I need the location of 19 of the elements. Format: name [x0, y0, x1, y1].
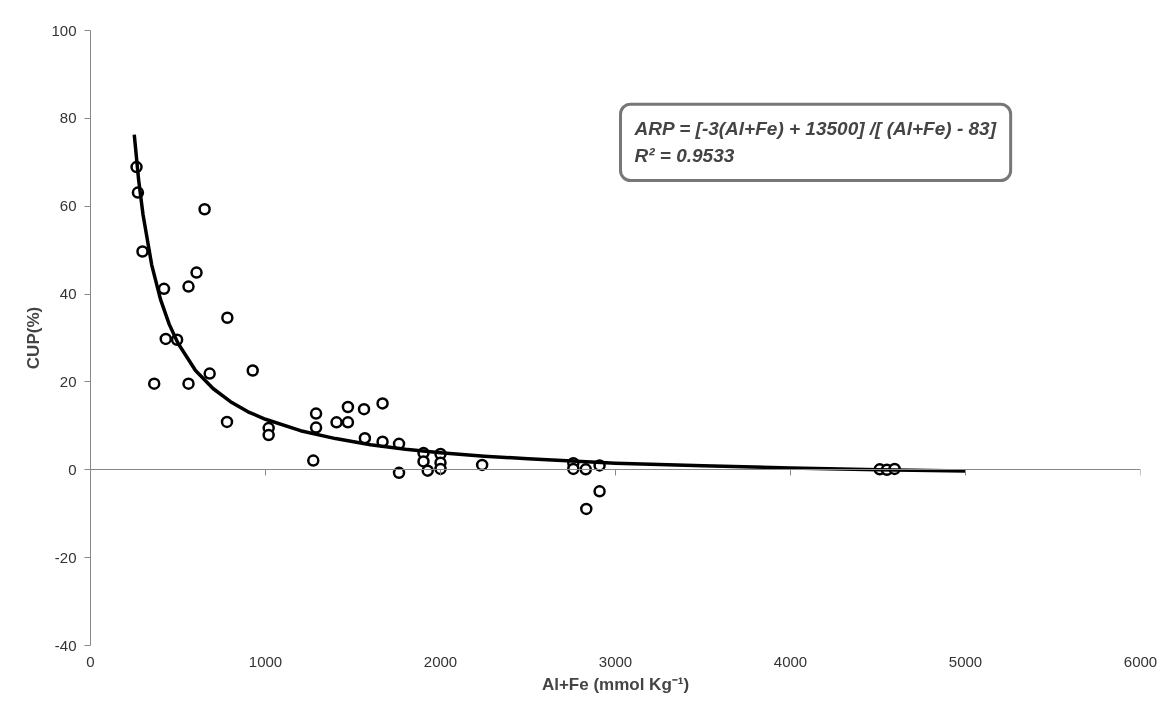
y-tick-label: 40	[59, 285, 77, 303]
x-tick-label: 4000	[773, 652, 808, 670]
y-axis-title: CUP(%)	[24, 306, 44, 370]
x-tick-label: 1000	[248, 652, 283, 670]
x-tick-label: 5000	[948, 652, 983, 670]
y-tick-label: 60	[59, 197, 77, 215]
y-tick-label: 20	[59, 372, 77, 390]
x-tick-label: 0	[86, 652, 95, 670]
x-tick-label: 2000	[423, 652, 458, 670]
y-tick-label: -20	[54, 548, 77, 566]
y-tick-label: 80	[59, 109, 77, 127]
y-tick-label: 0	[68, 460, 77, 478]
y-tick-label: 100	[51, 21, 77, 39]
x-tick-label: 3000	[598, 652, 633, 670]
x-tick-label: 6000	[1123, 652, 1158, 670]
annotation: R² = 0.9533	[634, 145, 735, 167]
x-axis-title: Al+Fe (mmol Kg⁻¹)	[541, 674, 690, 694]
y-tick-label: -40	[54, 636, 77, 654]
annotation: ARP = [-3(Al+Fe) + 13500] /[ (Al+Fe) - 83]	[633, 118, 997, 140]
